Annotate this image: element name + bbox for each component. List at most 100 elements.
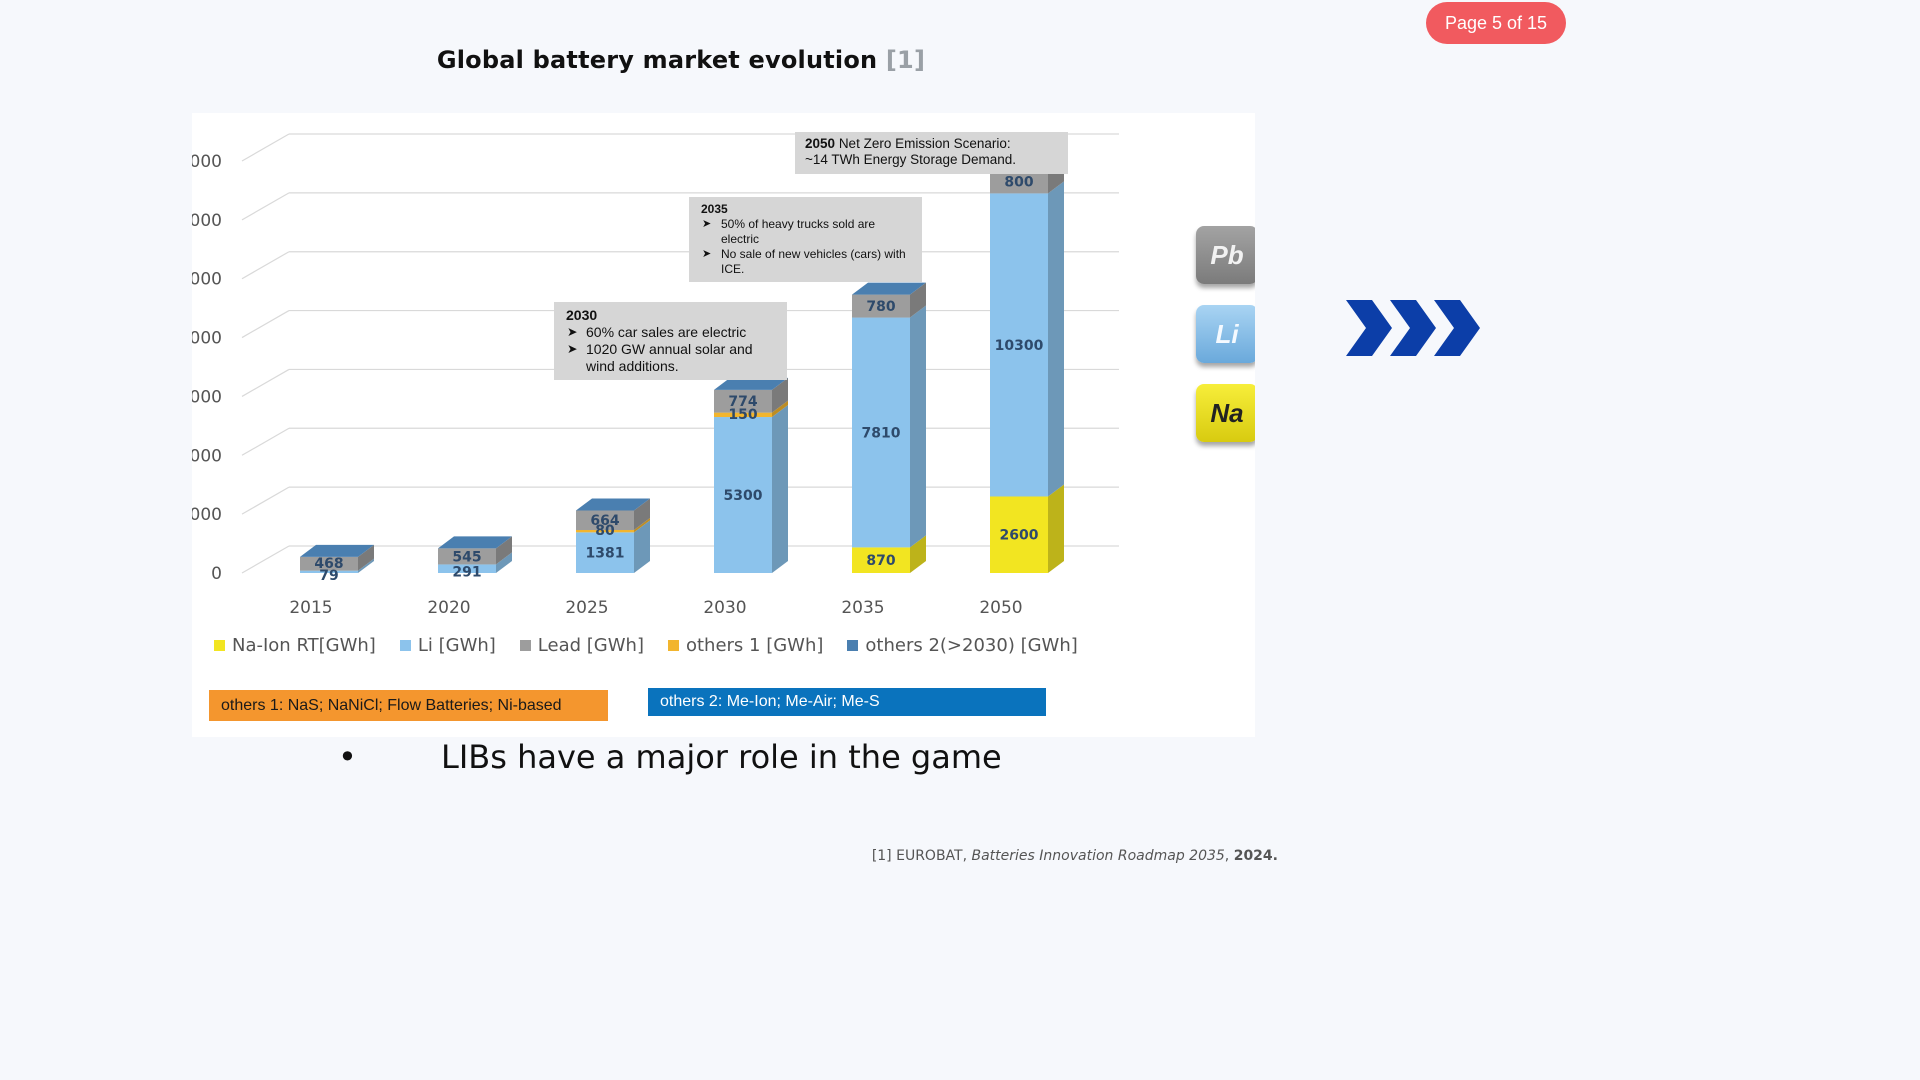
bar-segment-side xyxy=(910,282,926,318)
data-label: 774 xyxy=(728,394,757,410)
annotation-2035-list: 50% of heavy trucks sold are electric No… xyxy=(701,217,910,277)
y-tick-label: 000 xyxy=(192,387,222,407)
gridline-depth xyxy=(241,486,290,515)
others1-note: others 1: NaS; NaNiCl; Flow Batteries; N… xyxy=(209,690,608,721)
annotation-2035-year: 2035 xyxy=(701,202,728,216)
bar-top-cap xyxy=(300,544,374,557)
bar-segment-side xyxy=(772,405,788,573)
y-tick-label: 000 xyxy=(192,446,222,466)
y-tick-label: 000 xyxy=(192,329,222,349)
annotation-2030-list: 60% car sales are electric 1020 GW annua… xyxy=(566,324,775,375)
legend-label: Lead [GWh] xyxy=(537,635,644,656)
lead-element-tile: Pb xyxy=(1196,226,1255,284)
bar-segment-side xyxy=(358,558,374,573)
x-tick-label: 2050 xyxy=(979,598,1022,618)
bar-segment xyxy=(714,412,772,418)
bar-segment-side xyxy=(634,518,650,533)
slide-title-reference: [1] xyxy=(885,46,926,74)
slide-title-text: Global battery market evolution xyxy=(436,46,878,74)
sodium-element-symbol: Na xyxy=(1210,397,1244,428)
bar-top-cap xyxy=(576,498,650,511)
data-label: 5300 xyxy=(724,488,763,504)
bar-top-cap xyxy=(714,377,788,390)
annotation-2030-year: 2030 xyxy=(566,307,598,323)
chart-legend: Na-Ion RT[GWh] Li [GWh] Lead [GWh] others 1… xyxy=(214,635,1078,656)
gridline-depth xyxy=(241,251,290,280)
annotation-2030: 2030 60% car sales are electric 1020 GW … xyxy=(554,302,787,380)
gridline-depth xyxy=(241,545,290,574)
data-label: 7810 xyxy=(862,425,901,441)
bar-segment xyxy=(576,532,634,573)
bar-segment xyxy=(990,169,1048,194)
legend-swatch xyxy=(519,640,531,651)
bar-segment xyxy=(300,556,358,571)
data-label: 545 xyxy=(452,549,481,565)
gridline-depth xyxy=(241,133,290,162)
bar-segment xyxy=(990,496,1048,573)
legend-label: others 2(>2030) [GWh] xyxy=(865,635,1078,656)
y-tick-label: 0 xyxy=(211,564,222,584)
bar-segment xyxy=(990,193,1048,497)
bar-segment xyxy=(714,417,772,573)
legend-item: Na-Ion RT[GWh] xyxy=(214,635,376,656)
legend-label: Li [GWh] xyxy=(417,635,496,656)
legend-item: Li [GWh] xyxy=(399,635,496,656)
legend-item: Lead [GWh] xyxy=(519,635,644,656)
x-tick-label: 2020 xyxy=(427,598,470,618)
data-label: 79 xyxy=(319,568,338,584)
bar-segment-side xyxy=(496,536,512,565)
data-label: 80 xyxy=(595,523,615,539)
bar-top-cap xyxy=(438,536,512,549)
bar-segment xyxy=(852,294,910,318)
bar-segment xyxy=(438,564,496,573)
gridline-depth xyxy=(241,368,290,397)
bar-segment-side xyxy=(772,377,788,413)
lead-element-symbol: Pb xyxy=(1210,239,1244,270)
footnote-source: EUROBAT, xyxy=(896,848,968,864)
data-label: 780 xyxy=(866,299,895,315)
bar-segment-side xyxy=(634,498,650,531)
bar-segment xyxy=(576,530,634,533)
triple-chevron-right-icon xyxy=(1346,300,1480,356)
gridline-depth xyxy=(241,192,290,221)
annotation-2035: 2035 50% of heavy trucks sold are electr… xyxy=(689,197,922,282)
annotation-2035-item: 50% of heavy trucks sold are electric xyxy=(702,217,910,247)
page-indicator-badge: Page 5 of 15 xyxy=(1426,2,1566,44)
annotation-2030-item: 60% car sales are electric xyxy=(567,324,775,341)
bullet-marker: • xyxy=(338,738,357,776)
gridline-depth xyxy=(241,427,290,456)
bar-segment xyxy=(852,317,910,548)
y-tick-label: 000 xyxy=(192,505,222,525)
y-tick-label: 000 xyxy=(192,152,222,172)
lithium-element-tile: Li xyxy=(1196,305,1255,363)
bar-segment xyxy=(438,548,496,565)
x-tick-label: 2030 xyxy=(703,598,746,618)
sodium-element-tile: Na xyxy=(1196,384,1255,442)
gridline-depth xyxy=(241,310,290,339)
footnote-ref: [1] xyxy=(871,848,892,864)
bar-segment-side xyxy=(1048,484,1064,573)
y-tick-label: 000 xyxy=(192,270,222,290)
legend-label: Na-Ion RT[GWh] xyxy=(232,635,376,656)
data-label: 150 xyxy=(728,407,757,423)
data-label: 1381 xyxy=(586,546,625,562)
data-label: 468 xyxy=(314,556,343,572)
y-tick-label: 000 xyxy=(192,211,222,231)
bar-segment-side xyxy=(910,305,926,548)
bar-top-cap xyxy=(852,282,926,295)
bar-segment-side xyxy=(358,544,374,571)
data-label: 291 xyxy=(452,565,481,581)
stacked-bar-chart: 0000000000000000000000794682015291545202… xyxy=(192,133,1119,618)
legend-swatch xyxy=(214,640,225,651)
data-label: 800 xyxy=(1004,175,1033,191)
annotation-2050: 2050 Net Zero Emission Scenario: ~14 TWh… xyxy=(795,132,1068,174)
bar-segment xyxy=(300,570,358,573)
data-label: 664 xyxy=(590,513,619,529)
footnote: [1] EUROBAT, Batteries Innovation Roadma… xyxy=(871,848,1278,864)
others1-note-text: others 1: NaS; NaNiCl; Flow Batteries; N… xyxy=(221,696,562,714)
legend-swatch xyxy=(667,640,679,651)
legend-item: others 2(>2030) [GWh] xyxy=(847,635,1078,656)
slide-title: Global battery market evolution [1] xyxy=(0,46,1362,74)
data-label: 2600 xyxy=(1000,528,1039,544)
x-tick-label: 2025 xyxy=(565,598,608,618)
